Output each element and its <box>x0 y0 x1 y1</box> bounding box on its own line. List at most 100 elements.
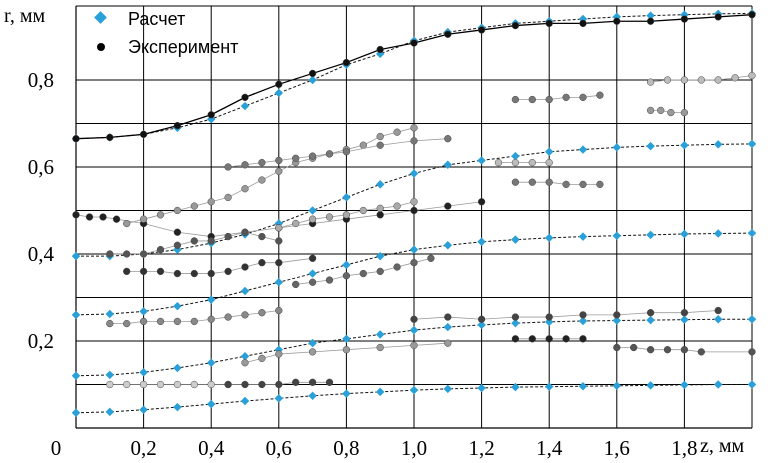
calculated-point <box>443 241 453 250</box>
experimental-point <box>173 121 182 130</box>
calculated-point <box>409 245 419 254</box>
experimental-point <box>85 213 94 221</box>
experimental-point <box>376 204 384 212</box>
experimental-point <box>241 263 249 271</box>
experimental-point <box>410 315 418 323</box>
experimental-point <box>275 306 283 315</box>
experimental-point <box>325 150 334 158</box>
calculated-point <box>612 231 622 240</box>
experimental-point <box>410 341 418 349</box>
experimental-point <box>444 135 452 143</box>
calculated-point <box>105 407 115 417</box>
experimental-point <box>224 193 232 202</box>
experimental-point <box>630 343 638 352</box>
experimental-point <box>275 259 283 267</box>
experimental-point <box>657 106 665 115</box>
calculated-line <box>75 12 753 140</box>
experimental-point <box>748 71 756 80</box>
experimental-point <box>258 176 266 184</box>
calculated-point <box>105 370 115 380</box>
calculated-point <box>578 316 588 326</box>
legend-calculated-label: Расчет <box>128 9 185 29</box>
experimental-point <box>292 154 300 162</box>
experimental-point <box>528 178 536 186</box>
experimental-point <box>112 215 121 223</box>
calculated-point <box>477 156 486 165</box>
experimental-point <box>562 93 570 102</box>
experimental-point <box>224 313 232 321</box>
experimental-point <box>359 269 367 278</box>
experimental-point <box>325 276 334 284</box>
experimental-point <box>190 317 198 326</box>
calculated-point <box>443 322 453 332</box>
experimental-point <box>444 313 452 321</box>
experimental-point <box>511 158 520 167</box>
experimental-series-group <box>72 11 756 389</box>
calculated-point <box>240 286 250 296</box>
calculated-point <box>477 237 486 247</box>
experimental-point <box>139 130 148 138</box>
calculated-point <box>544 147 554 156</box>
experimental-point <box>123 250 131 258</box>
experimental-point <box>376 343 384 352</box>
experimental-point <box>511 21 520 30</box>
experimental-point <box>427 254 435 262</box>
experimental-point <box>72 211 80 219</box>
experimental-point <box>275 80 283 88</box>
calculated-point <box>375 251 385 261</box>
experimental-point <box>545 178 553 186</box>
experimental-point <box>173 317 182 326</box>
experimental-point <box>596 91 604 99</box>
experimental-point <box>258 309 266 317</box>
experimental-point <box>410 137 418 145</box>
experimental-point <box>156 380 165 389</box>
x-tick-label: 1,4 <box>536 436 563 460</box>
y-tick-label: 0,4 <box>28 242 55 266</box>
experimental-point <box>224 232 232 241</box>
experimental-point <box>748 348 756 356</box>
experimental-point <box>342 148 351 156</box>
experimental-point <box>680 108 689 117</box>
experimental-point <box>646 309 655 317</box>
experimental-point <box>224 163 232 171</box>
calculated-point <box>308 75 317 85</box>
experimental-point <box>545 158 553 167</box>
y-tick-label: 0,2 <box>28 329 54 353</box>
experimental-point <box>292 219 300 228</box>
experimental-point <box>545 335 553 343</box>
x-tick-label: 0,8 <box>333 436 359 460</box>
experimental-point <box>646 106 655 115</box>
calculated-point <box>680 315 689 324</box>
experimental-point <box>241 311 249 319</box>
experimental-point <box>224 380 232 389</box>
experimental-point <box>173 206 182 215</box>
calculated-point <box>375 387 385 397</box>
experimental-point <box>410 198 418 206</box>
experimental-point <box>477 198 486 206</box>
calculated-point <box>206 295 216 304</box>
experimental-point <box>342 272 351 280</box>
legend-experimental-marker <box>97 43 105 51</box>
experimental-point <box>393 263 401 271</box>
experimental-point <box>139 380 148 389</box>
experimental-point <box>275 237 283 245</box>
experimental-point <box>173 228 182 236</box>
experimental-point <box>308 152 317 160</box>
calculated-point <box>173 402 182 412</box>
calculated-point <box>105 309 115 319</box>
experimental-point <box>275 380 283 389</box>
calculated-point <box>308 206 317 215</box>
experimental-point <box>613 17 621 25</box>
experimental-point <box>190 380 198 389</box>
calculated-point <box>511 318 520 328</box>
calculated-point <box>713 380 723 389</box>
experimental-line <box>413 310 719 320</box>
experimental-point <box>579 311 587 319</box>
calculated-point <box>240 351 250 361</box>
experimental-point <box>139 250 148 258</box>
legend-experimental-label: Эксперимент <box>128 37 238 57</box>
experimental-point <box>511 335 520 343</box>
experimental-line <box>515 94 600 100</box>
calculated-point <box>646 230 655 240</box>
experimental-point <box>342 211 351 219</box>
